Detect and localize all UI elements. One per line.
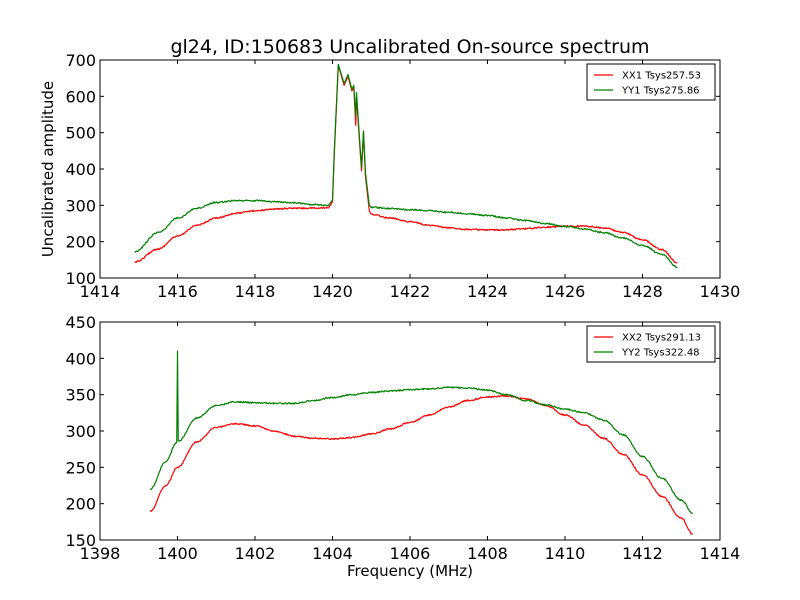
bottom-y-tick-label: 250 [65, 458, 96, 477]
top-y-axis-label: Uncalibrated amplitude [39, 81, 57, 257]
bottom-y-tick-label: 400 [65, 349, 96, 368]
top-x-tick-label: 1420 [312, 282, 353, 301]
top-y-tick-label: 300 [65, 196, 96, 215]
legend-label-yy2: YY2 Tsys322.48 [621, 348, 700, 359]
top-y-tick-label: 500 [65, 124, 96, 143]
top-x-tick-label: 1430 [700, 282, 741, 301]
top-legend: XX1 Tsys257.53 YY1 Tsys275.86 [586, 63, 716, 101]
bottom-y-tick-label: 300 [65, 422, 96, 441]
top-legend-box [586, 63, 716, 101]
top-x-tick-label: 1422 [390, 282, 431, 301]
bottom-ticks: 1398 1400 1402 1404 1406 1408 1410 1412 1414 150 2… [65, 313, 740, 563]
bottom-legend-box [586, 325, 716, 363]
top-ticks: 1414 1416 1418 1420 1422 1424 1426 1428 1430 100 2… [65, 51, 740, 301]
bottom-x-tick-label: 1402 [235, 544, 276, 563]
bottom-y-tick-label: 200 [65, 495, 96, 514]
top-x-tick-label: 1416 [157, 282, 198, 301]
bottom-panel: 1398 1400 1402 1404 1406 1408 1410 1412 1414 150 2… [65, 313, 740, 563]
bottom-series-yy2 [149, 350, 693, 514]
bottom-y-tick-label: 350 [65, 386, 96, 405]
bottom-x-tick-label: 1414 [700, 544, 741, 563]
bottom-x-tick-label: 1408 [467, 544, 508, 563]
top-y-tick-label: 200 [65, 233, 96, 252]
bottom-y-tick-label: 450 [65, 313, 96, 332]
bottom-x-axis-label: Frequency (MHz) [347, 562, 473, 580]
top-series-layer [134, 63, 678, 269]
top-y-tick-label: 700 [65, 51, 96, 70]
top-panel: 1414 1416 1418 1420 1422 1424 1426 1428 1430 100 2… [65, 51, 740, 301]
bottom-x-tick-label: 1412 [622, 544, 663, 563]
bottom-series-xx2 [149, 394, 694, 535]
bottom-x-tick-label: 1404 [312, 544, 353, 563]
top-x-tick-label: 1424 [467, 282, 508, 301]
bottom-x-tick-label: 1400 [157, 544, 198, 563]
bottom-y-tick-label: 150 [65, 531, 96, 550]
bottom-legend: XX2 Tsys291.13 YY2 Tsys322.48 [586, 325, 716, 363]
top-y-tick-label: 100 [65, 269, 96, 288]
bottom-x-tick-label: 1410 [545, 544, 586, 563]
top-x-tick-label: 1414 [80, 282, 121, 301]
bottom-x-tick-label: 1398 [80, 544, 121, 563]
top-series-yy1 [134, 63, 678, 269]
legend-label-xx2: XX2 Tsys291.13 [622, 333, 701, 344]
chart-title: gl24, ID:150683 Uncalibrated On-source s… [170, 36, 649, 58]
top-y-tick-label: 400 [65, 160, 96, 179]
legend-label-xx1: XX1 Tsys257.53 [622, 71, 701, 82]
legend-label-yy1: YY1 Tsys275.86 [621, 86, 700, 97]
top-x-tick-label: 1426 [545, 282, 586, 301]
bottom-x-tick-label: 1406 [390, 544, 431, 563]
top-x-tick-label: 1428 [622, 282, 663, 301]
bottom-series-layer [149, 350, 694, 535]
top-y-tick-label: 600 [65, 87, 96, 106]
top-x-tick-label: 1418 [235, 282, 276, 301]
top-series-xx1 [134, 64, 678, 264]
